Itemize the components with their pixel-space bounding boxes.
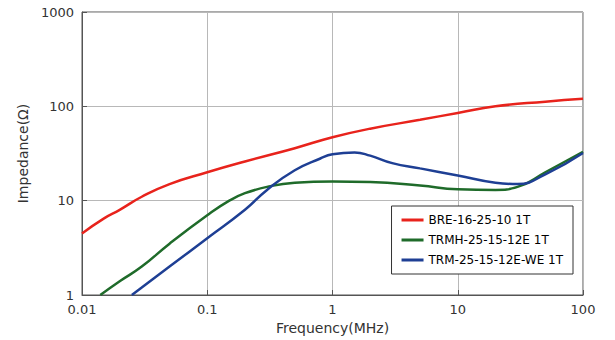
svg-text:1: 1 [328,302,336,317]
svg-text:TRM-25-15-12E-WE 1T: TRM-25-15-12E-WE 1T [428,253,564,267]
svg-text:10: 10 [449,302,466,317]
svg-text:100: 100 [571,302,596,317]
svg-text:0.1: 0.1 [197,302,218,317]
svg-text:0.01: 0.01 [68,302,97,317]
svg-text:TRMH-25-15-12E 1T: TRMH-25-15-12E 1T [428,233,550,247]
svg-text:BRE-16-25-10 1T: BRE-16-25-10 1T [429,213,531,227]
svg-text:100: 100 [49,99,74,114]
svg-text:10: 10 [57,193,74,208]
svg-text:1: 1 [66,288,74,303]
svg-text:Frequency(MHz): Frequency(MHz) [276,320,389,336]
svg-text:1000: 1000 [41,5,74,20]
svg-text:Impedance(Ω): Impedance(Ω) [15,104,31,204]
